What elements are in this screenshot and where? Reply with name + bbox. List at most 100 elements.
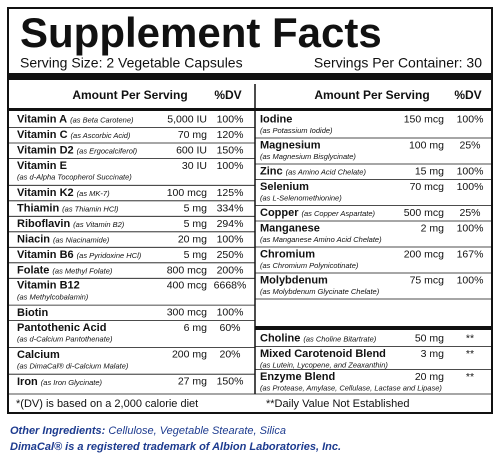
nutrient-name: Vitamin C <box>17 129 68 141</box>
nutrient-source: (as Protease, Amylase, Cellulase, Lactas… <box>260 383 442 392</box>
daily-value: 294% <box>217 218 244 230</box>
nutrient-name: Magnesium <box>260 139 321 151</box>
daily-value: 100% <box>457 113 484 125</box>
nutrient-name: Iodine <box>260 113 292 125</box>
nutrient-source: (as Copper Aspartate) <box>302 209 376 218</box>
nutrient-name: Molybdenum <box>260 274 328 286</box>
daily-value: 334% <box>217 202 244 214</box>
amount: 100 mg <box>409 139 444 151</box>
nutrient-name: Vitamin A <box>17 114 67 126</box>
amount: 20 mg <box>415 371 444 383</box>
amount-header: Amount Per Serving <box>314 88 429 102</box>
daily-value: 100% <box>457 181 484 193</box>
nutrient-source: (as Choline Bitartrate) <box>303 335 376 344</box>
daily-value: 60% <box>219 322 240 334</box>
nutrient-name: Selenium <box>260 181 309 193</box>
footnote: *(DV) is based on a 2,000 calorie diet <box>16 398 198 410</box>
nutrient-source: (as Methylcobalamin) <box>17 292 89 301</box>
amount: 2 mg <box>421 222 445 234</box>
nutrient-name: Niacin <box>17 233 50 245</box>
nutrient-source: (as Thiamin HCl) <box>62 205 119 214</box>
amount: 5,000 IU <box>167 114 207 126</box>
amount: 30 IU <box>182 160 207 172</box>
amount: 100 mcg <box>167 187 207 199</box>
thick-rule <box>8 73 492 80</box>
nutrient-name: Calcium <box>17 349 60 361</box>
daily-value: 150% <box>217 376 244 388</box>
daily-value: 167% <box>457 248 484 260</box>
daily-value: 6668% <box>214 280 247 292</box>
footnote: **Daily Value Not Established <box>266 398 409 410</box>
servings-per-container: Servings Per Container: 30 <box>314 55 482 71</box>
nutrient-name: Enzyme Blend <box>260 371 335 383</box>
amount: 5 mg <box>184 249 208 261</box>
amount: 800 mcg <box>167 264 207 276</box>
daily-value: 25% <box>459 207 480 219</box>
daily-value: 100% <box>217 160 244 172</box>
amount: 70 mg <box>178 129 207 141</box>
daily-value: 20% <box>219 349 240 361</box>
nutrient-source: (as Lutein, Lycopene, and Zeaxanthin) <box>260 360 388 369</box>
amount: 200 mcg <box>404 248 444 260</box>
amount: 5 mg <box>184 202 208 214</box>
daily-value: 150% <box>217 145 244 157</box>
trademark: DimaCal® is a registered trademark of Al… <box>10 441 341 453</box>
nutrient-name: Zinc <box>260 166 283 178</box>
nutrient-name: Pantothenic Acid <box>17 322 106 334</box>
nutrient-source: (as Iron Glycinate) <box>41 378 103 387</box>
daily-value: ** <box>466 348 474 360</box>
group-rule <box>255 326 492 330</box>
nutrient-source: (as Beta Carotene) <box>70 116 134 125</box>
amount: 50 mg <box>415 333 444 345</box>
amount: 15 mg <box>415 166 444 178</box>
nutrient-source: (as MK-7) <box>77 189 110 198</box>
nutrient-name: Choline <box>260 333 300 345</box>
nutrient-name: Mixed Carotenoid Blend <box>260 348 386 360</box>
nutrient-source: (as Molybdenum Glycinate Chelate) <box>260 287 380 296</box>
amount: 400 mcg <box>167 280 207 292</box>
amount: 200 mg <box>172 349 207 361</box>
daily-value: 250% <box>217 249 244 261</box>
amount: 150 mcg <box>404 113 444 125</box>
dv-header: %DV <box>214 88 241 102</box>
daily-value: 125% <box>217 187 244 199</box>
amount: 5 mg <box>184 218 208 230</box>
other-ingredients-text: Cellulose, Vegetable Stearate, Silica <box>105 425 286 437</box>
other-ingredients-label: Other Ingredients: <box>10 425 106 437</box>
nutrient-name: Vitamin B12 <box>17 280 80 292</box>
daily-value: 120% <box>217 129 244 141</box>
nutrient-source: (as d-Calcium Pantothenate) <box>17 335 113 344</box>
nutrient-name: Copper <box>260 207 299 219</box>
nutrient-source: (as Amino Acid Chelate) <box>286 168 367 177</box>
daily-value: 100% <box>457 166 484 178</box>
nutrient-source: (as Niacinamide) <box>53 236 110 245</box>
daily-value: 100% <box>457 274 484 286</box>
amount: 20 mg <box>178 233 207 245</box>
daily-value: 100% <box>217 233 244 245</box>
nutrient-source: (as Vitamin B2) <box>73 220 125 229</box>
nutrient-source: (as Pyridoxine HCl) <box>77 251 142 260</box>
amount: 600 IU <box>176 145 207 157</box>
other-ingredients: Other Ingredients: Cellulose, Vegetable … <box>10 425 286 437</box>
nutrient-name: Biotin <box>17 307 48 319</box>
amount: 500 mcg <box>404 207 444 219</box>
title: Supplement Facts <box>20 9 382 56</box>
nutrient-name: Vitamin D2 <box>17 145 74 157</box>
dv-header: %DV <box>454 88 481 102</box>
daily-value: 25% <box>459 139 480 151</box>
amount: 75 mcg <box>410 274 445 286</box>
nutrient-name: Manganese <box>260 222 320 234</box>
nutrient-name: Vitamin B6 <box>17 249 74 261</box>
daily-value: 100% <box>457 222 484 234</box>
nutrient-source: (as Manganese Amino Acid Chelate) <box>260 235 382 244</box>
nutrient-source: (as d-Alpha Tocopherol Succinate) <box>17 172 132 181</box>
nutrient-source: (as Chromium Polynicotinate) <box>260 261 359 270</box>
daily-value: 100% <box>217 307 244 319</box>
nutrient-name: Vitamin K2 <box>17 187 74 199</box>
nutrient-name: Thiamin <box>17 202 59 214</box>
nutrient-source: (as Ergocalciferol) <box>77 147 138 156</box>
nutrient-source: (as DimaCal® di-Calcium Malate) <box>17 361 129 370</box>
nutrient-name: Folate <box>17 264 49 276</box>
serving-size: Serving Size: 2 Vegetable Capsules <box>20 55 243 71</box>
